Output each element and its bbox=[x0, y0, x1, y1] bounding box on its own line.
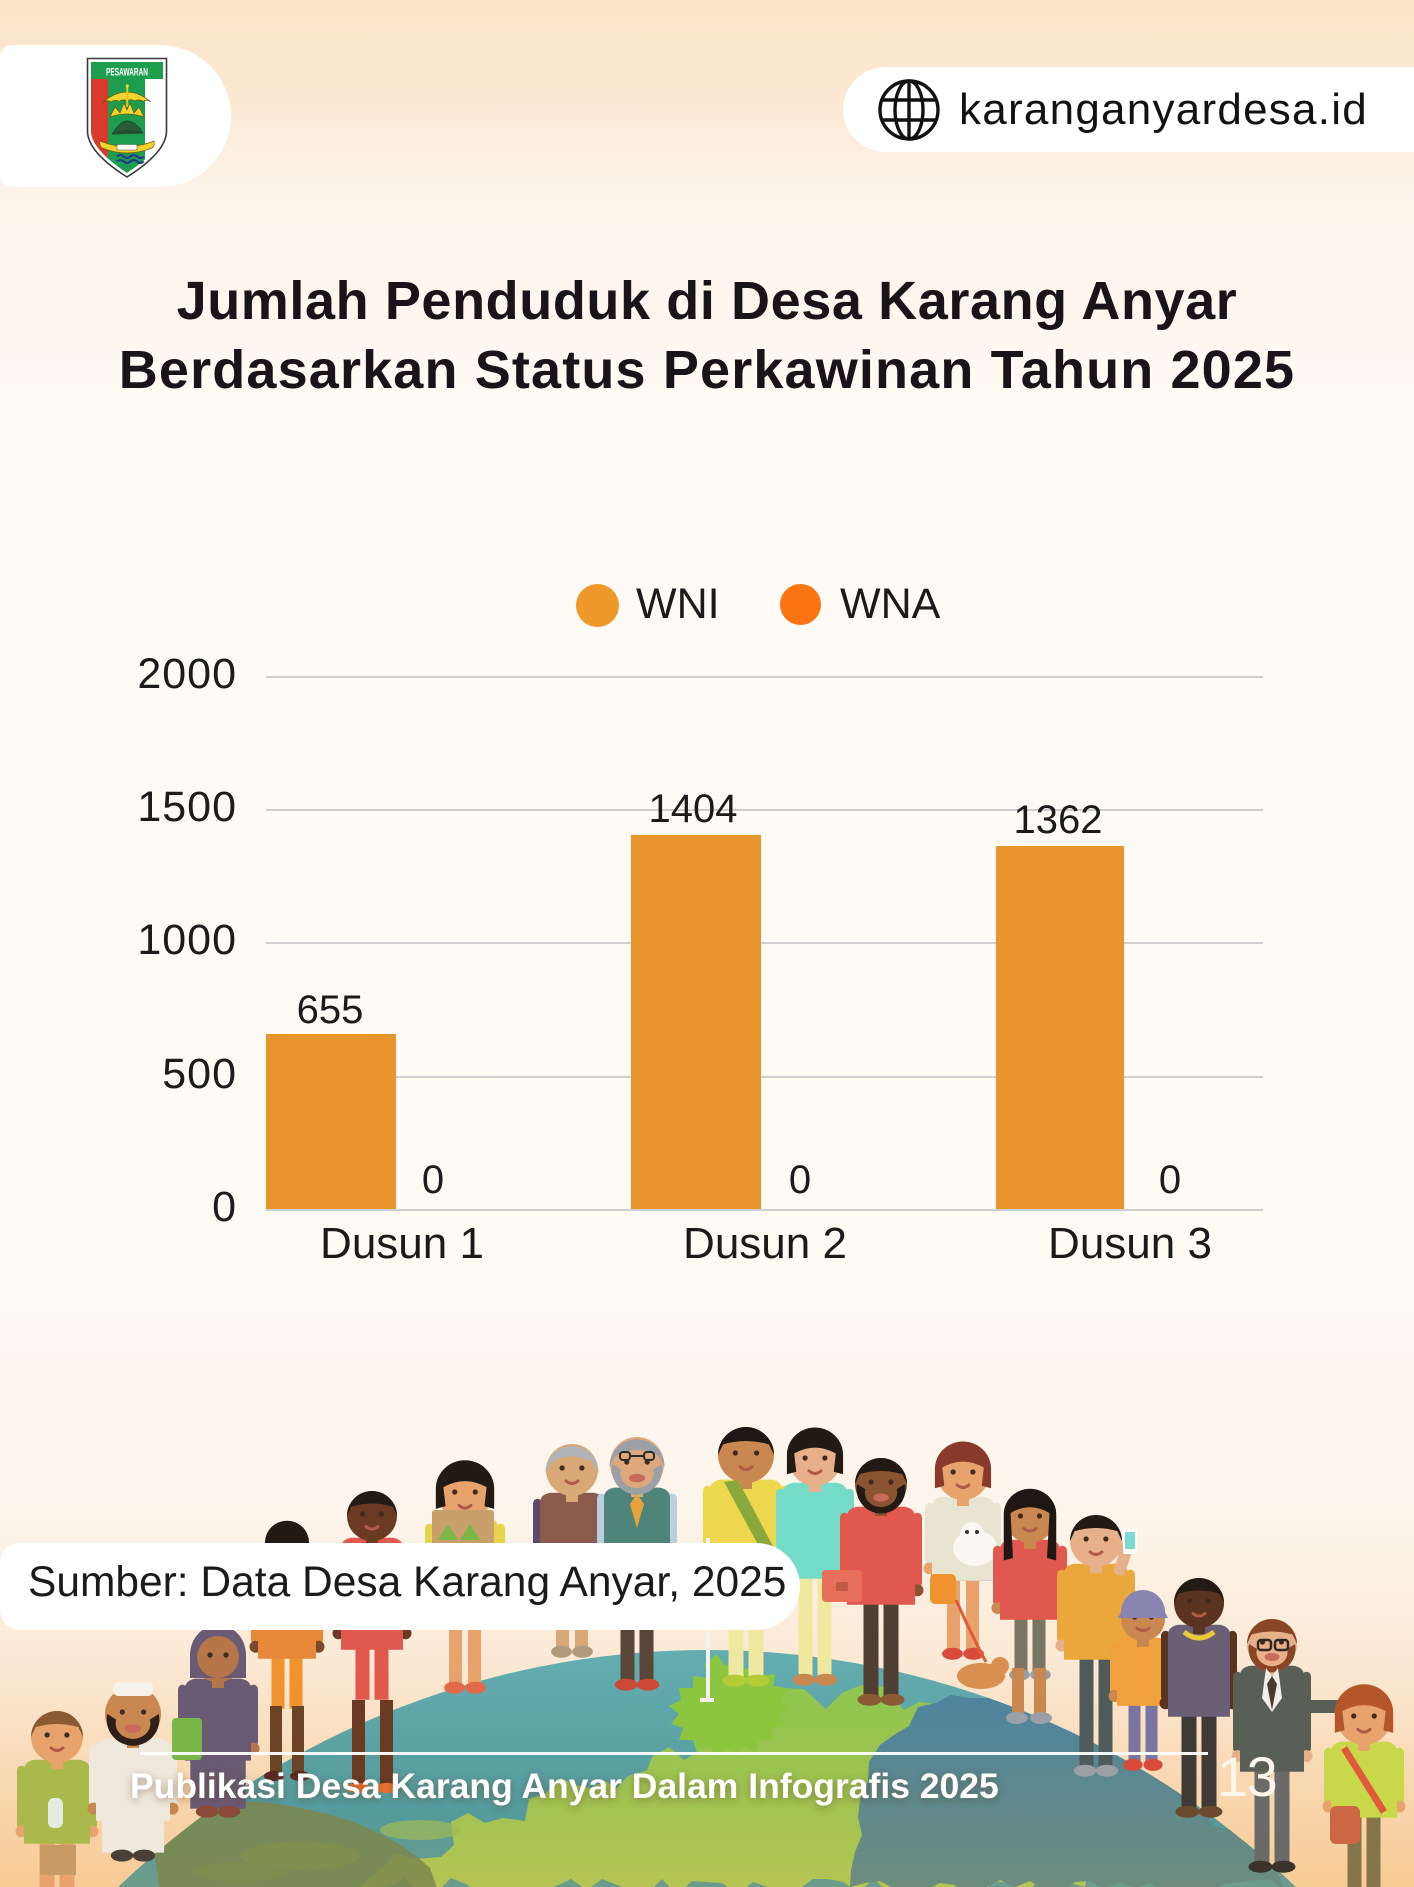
svg-text:PESAWARAN: PESAWARAN bbox=[106, 67, 148, 79]
